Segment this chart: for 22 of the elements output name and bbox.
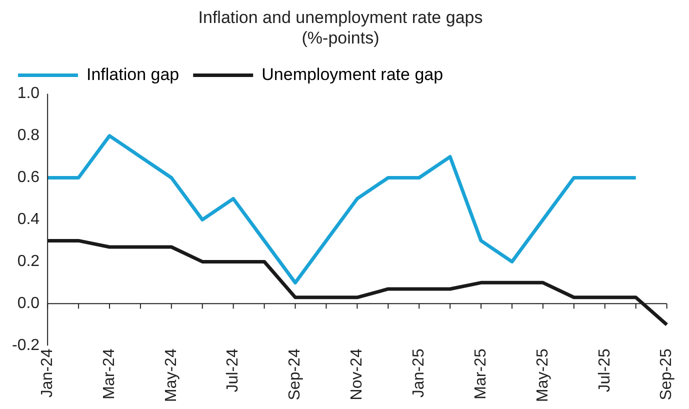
x-tick-label: Nov-24: [348, 348, 366, 400]
x-tick-label: Sep-24: [286, 348, 304, 400]
x-tick-label: May-24: [162, 348, 180, 402]
x-tick-label: Jul-24: [224, 348, 242, 392]
x-tick-label: May-25: [534, 348, 552, 402]
chart-subtitle: (%-points): [302, 28, 380, 48]
y-tick-label: 0.0: [17, 295, 40, 312]
legend-label: Inflation gap: [86, 64, 180, 84]
y-tick-label: 0.8: [17, 127, 40, 144]
x-tick-label: Mar-25: [472, 348, 490, 400]
y-tick-label: 1.0: [17, 85, 40, 102]
chart-title: Inflation and unemployment rate gaps: [198, 8, 483, 27]
y-tick-label: 0.4: [17, 211, 40, 228]
x-tick-label: Jan-25: [410, 348, 428, 398]
legend-label: Unemployment rate gap: [262, 64, 444, 84]
x-tick-label: Jan-24: [38, 348, 56, 398]
x-tick-label: Sep-25: [658, 348, 676, 400]
y-tick-label: 0.2: [17, 253, 40, 270]
y-tick-label: 0.6: [17, 169, 40, 186]
y-tick-label: -0.2: [12, 337, 40, 354]
x-tick-label: Mar-24: [100, 348, 118, 400]
x-tick-label: Jul-25: [596, 348, 614, 392]
